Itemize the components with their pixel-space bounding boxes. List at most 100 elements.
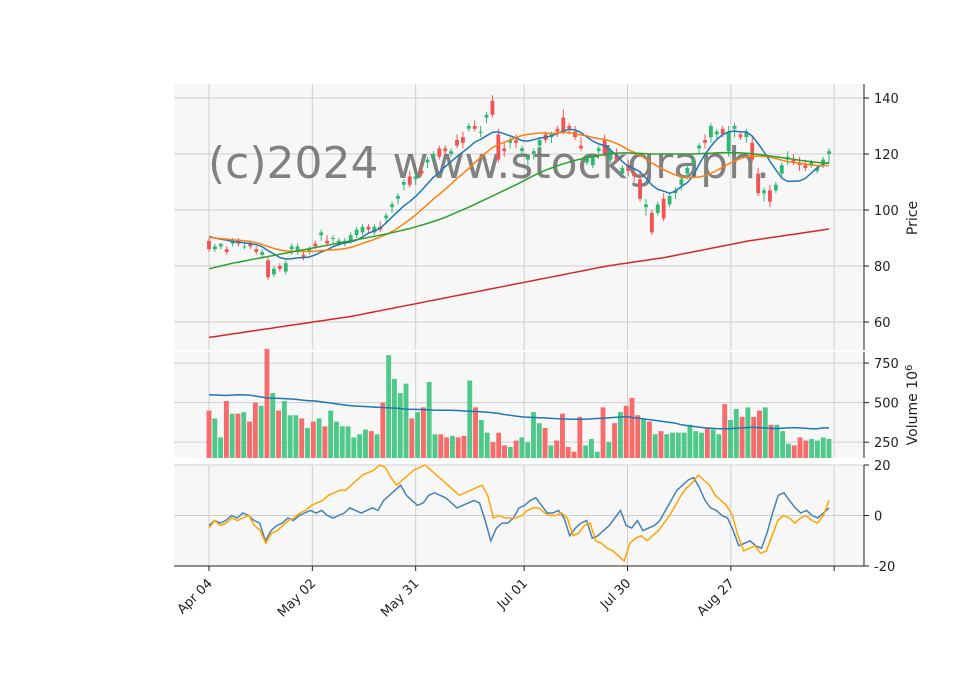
volume-bar [229, 413, 235, 458]
volume-bar [565, 446, 571, 458]
volume-bar [345, 426, 351, 458]
price-panel [207, 95, 831, 339]
volume-bar [780, 431, 786, 458]
candle-body [460, 137, 465, 143]
indicator-tick-label: 0 [874, 510, 882, 525]
candle-body [661, 198, 666, 219]
x-tick-label: May 02 [275, 576, 319, 620]
volume-bar [588, 439, 594, 458]
candle-body [301, 254, 306, 258]
volume-bar [212, 418, 218, 458]
candle-body [714, 131, 719, 135]
volume-bar [247, 421, 252, 458]
volume-bar [635, 415, 641, 458]
candle-body [313, 243, 318, 247]
price-axis-label: Price [905, 201, 921, 235]
volume-bar [820, 437, 826, 458]
volume-bar [554, 440, 560, 458]
volume-bar [206, 410, 212, 458]
candle-body [531, 151, 536, 154]
x-tick-label: Jul 01 [494, 576, 531, 613]
volume-bar [455, 437, 461, 458]
price-tick-label: 60 [874, 316, 891, 331]
volume-bar [548, 445, 554, 458]
candle-body [466, 126, 471, 129]
candle-body [827, 151, 831, 154]
price-tick-label: 120 [874, 148, 899, 163]
candle-body [803, 165, 808, 168]
candle-body [584, 156, 589, 163]
candle-body [431, 154, 436, 157]
volume-bar [449, 435, 455, 458]
volume-bar [502, 445, 507, 458]
candle-body [679, 179, 684, 185]
volume-bar [525, 442, 531, 458]
x-tick-label: Aug 27 [694, 576, 737, 619]
volume-average-line [208, 393, 829, 430]
indicator-tick-label: -20 [874, 560, 895, 575]
volume-bar [334, 421, 339, 458]
x-tick-label: Apr 04 [175, 576, 216, 617]
candle-body [537, 140, 542, 146]
volume-bar [432, 434, 438, 458]
candle-body [809, 162, 814, 166]
candle-body [708, 126, 713, 138]
candle-body [348, 235, 353, 241]
candle-body [218, 243, 223, 247]
candle-body [277, 266, 282, 269]
volume-bar [623, 405, 629, 458]
candle-body [608, 151, 613, 160]
volume-bar [652, 434, 658, 458]
candle-body [567, 126, 572, 129]
volume-bar [252, 402, 258, 458]
candle-body [626, 165, 631, 171]
candle-body [773, 184, 778, 191]
volume-bar [264, 348, 270, 458]
volume-bar [762, 407, 768, 458]
volume-bar [397, 393, 403, 458]
volume-bar [751, 416, 757, 458]
x-tick-label: May 31 [378, 576, 422, 620]
volume-bar [426, 382, 432, 458]
volume-bar [583, 445, 589, 458]
candle-body [319, 232, 324, 236]
candle-body [596, 148, 601, 152]
volume-bar [467, 380, 473, 458]
candle-body [212, 246, 217, 250]
candle-body [478, 131, 483, 133]
candle-body [821, 159, 826, 163]
candle-body [443, 148, 448, 152]
volume-bar [733, 408, 739, 458]
candle-body [354, 229, 359, 236]
volume-bar [739, 416, 745, 458]
volume-bar [774, 424, 780, 458]
volume-bar [444, 437, 450, 458]
volume-bar [473, 407, 478, 458]
volume-bar [310, 421, 316, 458]
volume-axis-label: Volume 106 [904, 365, 922, 446]
candle-body [756, 173, 761, 194]
candle-body [242, 246, 247, 248]
candle-body [685, 168, 690, 174]
volume-bar [368, 431, 374, 458]
candle-body [254, 249, 259, 252]
candle-body [437, 148, 442, 157]
candle-body [407, 176, 412, 185]
candle-body [750, 142, 755, 160]
candle-body [366, 226, 371, 230]
watermark: (c)2024 www.stockgraph. [208, 138, 770, 189]
volume-bar [519, 437, 525, 458]
candle-body [266, 260, 270, 278]
volume-bar [687, 424, 693, 458]
candle-body [331, 238, 335, 239]
volume-bar [664, 434, 670, 458]
volume-bar [745, 407, 751, 458]
candle-body [496, 134, 501, 160]
volume-bar [658, 431, 664, 458]
volume-bar [258, 405, 264, 458]
volume-bar [386, 355, 392, 458]
volume-bar [629, 397, 635, 458]
volume-bar [409, 418, 415, 458]
volume-bar [270, 393, 276, 458]
